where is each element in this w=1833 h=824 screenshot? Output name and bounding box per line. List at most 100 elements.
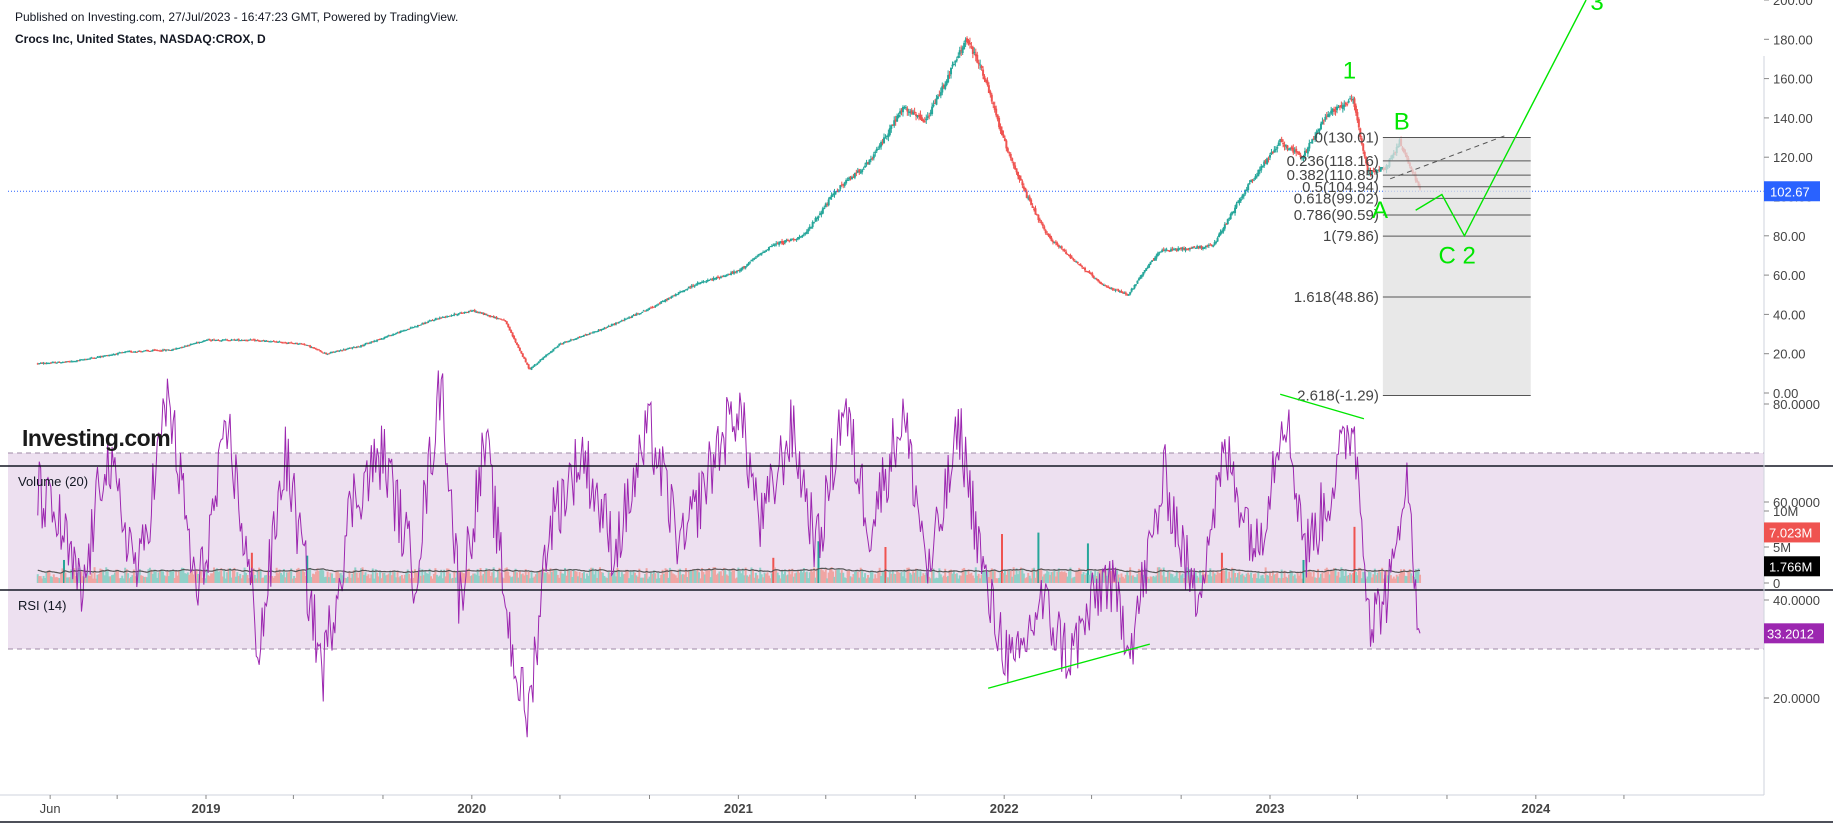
candle-body: [862, 168, 865, 170]
wave-label[interactable]: B: [1394, 109, 1410, 136]
volume-bar: [61, 568, 64, 583]
candle-body: [1081, 266, 1084, 268]
candle-body: [813, 222, 816, 224]
candle-body: [919, 114, 922, 119]
candle-body: [616, 322, 619, 324]
candle-body: [811, 221, 814, 228]
candle-body: [323, 352, 326, 354]
volume-bar: [725, 574, 728, 583]
candle-body: [277, 341, 280, 343]
volume-bar: [1161, 575, 1164, 583]
candle-body: [255, 340, 258, 342]
candle-body: [623, 318, 626, 321]
price-axis[interactable]: 200.00180.00160.00140.00120.00100.0080.0…: [1764, 0, 1820, 401]
candle-body: [990, 94, 993, 102]
candle-body: [223, 339, 226, 341]
candle-body: [846, 179, 849, 181]
volume-bar: [1084, 574, 1087, 583]
volume-bar: [1143, 573, 1146, 583]
volume-bar: [664, 568, 667, 583]
candle-body: [488, 315, 491, 317]
candle-body: [928, 115, 931, 117]
volume-bar: [990, 568, 993, 583]
candle-body: [476, 311, 479, 313]
candle-body: [403, 330, 406, 332]
volume-badge: [1764, 522, 1820, 543]
volume-bar: [1046, 570, 1049, 583]
candle-body: [111, 354, 114, 356]
volume-bar: [1337, 571, 1340, 583]
candle-body: [515, 342, 518, 345]
volume-bar: [415, 572, 418, 583]
candle-body: [830, 195, 833, 198]
wave-label[interactable]: 3: [1590, 0, 1603, 16]
rsi-trend-line[interactable]: [1280, 393, 1365, 420]
volume-bar: [1382, 578, 1385, 583]
volume-bar: [1340, 567, 1343, 583]
volume-bar: [320, 569, 323, 583]
rsi-trend-line[interactable]: [987, 643, 1151, 689]
candle-body: [613, 323, 616, 325]
volume-bar: [112, 574, 115, 583]
volume-bar: [60, 573, 63, 583]
volume-bar: [183, 573, 186, 583]
candle-body: [644, 310, 647, 312]
volume-bar: [93, 567, 96, 583]
candle-body: [1373, 170, 1376, 172]
volume-bar: [741, 568, 744, 583]
dashed-trend-line[interactable]: [1389, 135, 1506, 180]
candle-body: [314, 348, 317, 350]
candle-body: [339, 350, 342, 352]
volume-bar: [1110, 571, 1113, 583]
candle-body: [901, 106, 904, 113]
volume-bar: [1322, 578, 1325, 583]
volume-bar: [973, 578, 976, 583]
volume-bar: [598, 567, 601, 583]
wave-label[interactable]: A: [1372, 197, 1388, 224]
time-axis[interactable]: Jun 2019 2020 2021 2022 2023 2024: [40, 795, 1625, 816]
candle-body: [667, 298, 670, 301]
volume-bar: [1269, 572, 1271, 583]
fibonacci-retracement[interactable]: 0(130.01)0.236(118.16)0.382(110.85)0.5(1…: [1287, 130, 1531, 405]
volume-bar: [1140, 568, 1143, 583]
volume-bar: [976, 575, 979, 583]
candle-body: [569, 339, 572, 341]
volume-bar: [118, 578, 121, 583]
candle-body: [584, 334, 587, 336]
volume-bar: [783, 569, 786, 583]
volume-bar: [735, 577, 738, 583]
candle-body: [408, 328, 411, 330]
candle-body: [1235, 203, 1238, 208]
candle-body: [941, 86, 944, 93]
candle-body: [115, 353, 118, 355]
candle-body: [702, 281, 705, 283]
candle-body: [517, 344, 520, 349]
candle-body: [1184, 248, 1187, 251]
candle-body: [454, 313, 457, 315]
volume-bar: [199, 570, 202, 583]
volume-bar: [1203, 574, 1206, 583]
volume-bar: [759, 567, 762, 583]
volume-bar: [303, 571, 306, 583]
candle-body: [341, 350, 344, 352]
wave-projection-line[interactable]: [1415, 0, 1587, 238]
candle-body: [1025, 191, 1028, 198]
candle-body: [214, 340, 217, 342]
wave-label[interactable]: C 2: [1438, 242, 1475, 269]
candle-body: [435, 318, 438, 320]
candle-body: [942, 84, 945, 88]
candle-body: [1114, 289, 1117, 291]
volume-bar: [447, 568, 450, 583]
volume-bar: [322, 570, 325, 583]
wave-label[interactable]: 1: [1343, 58, 1356, 85]
volume-bar: [615, 576, 618, 583]
elliott-wave-annotations[interactable]: 1 B A C 2 3: [1343, 0, 1604, 269]
volume-bar: [217, 571, 220, 583]
volume-bar: [122, 578, 125, 583]
volume-bar: [36, 574, 39, 583]
volume-bar: [1149, 576, 1152, 583]
volume-bar: [246, 575, 249, 583]
